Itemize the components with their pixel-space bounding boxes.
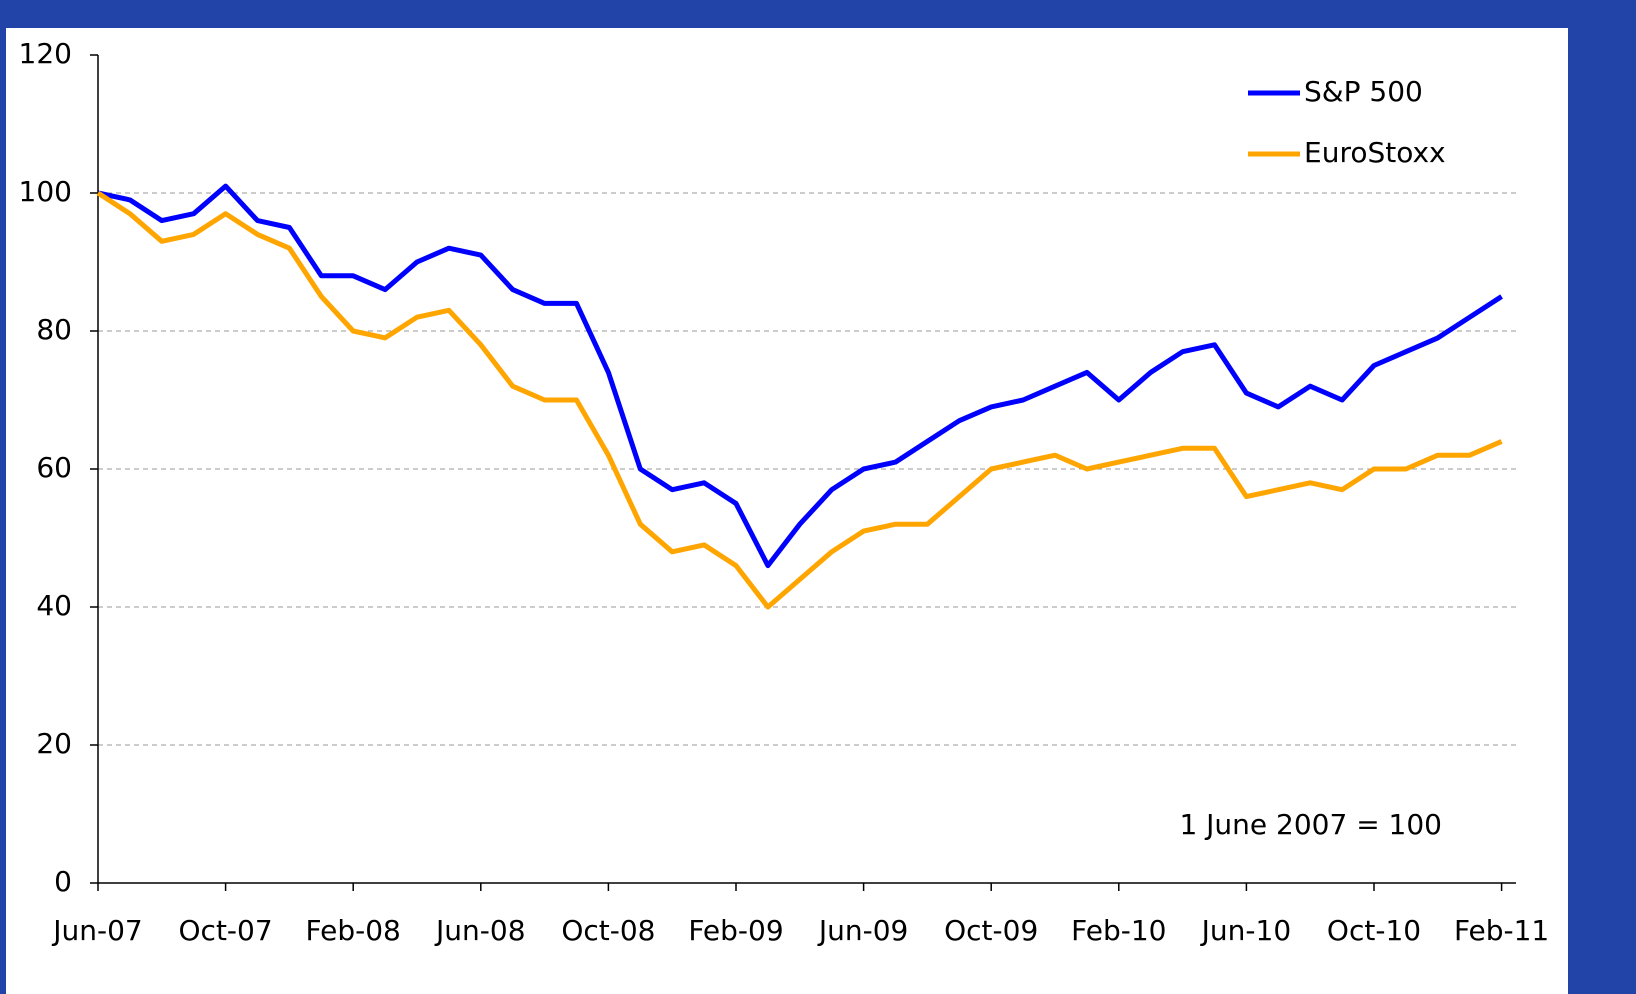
y-tick-label: 40	[36, 589, 72, 622]
x-tick-label: Feb-11	[1454, 914, 1549, 947]
x-tick-label: Oct-09	[944, 914, 1038, 947]
x-tick-label: Jun-07	[51, 914, 142, 947]
x-tick-label: Oct-10	[1327, 914, 1421, 947]
x-tick-label: Oct-08	[561, 914, 655, 947]
chart-panel	[6, 28, 1568, 994]
x-tick-label: Jun-09	[817, 914, 908, 947]
y-tick-label: 80	[36, 313, 72, 346]
y-tick-label: 0	[54, 865, 72, 898]
x-tick-label: Feb-09	[688, 914, 783, 947]
x-tick-label: Oct-07	[179, 914, 273, 947]
y-tick-label: 20	[36, 727, 72, 760]
y-tick-label: 100	[19, 175, 72, 208]
series-line	[97, 183, 1503, 569]
y-tick-label: 120	[19, 37, 72, 70]
annotation: 1 June 2007 = 100	[1179, 808, 1442, 841]
x-tick-label: Jun-10	[1200, 914, 1291, 947]
x-tick-label: Feb-08	[306, 914, 401, 947]
x-tick-label: Feb-10	[1071, 914, 1166, 947]
legend-label: EuroStoxx	[1304, 136, 1446, 169]
x-tick-label: Jun-08	[434, 914, 525, 947]
series-line	[96, 190, 1503, 610]
y-tick-label: 60	[36, 451, 72, 484]
legend-label: S&P 500	[1304, 75, 1423, 108]
